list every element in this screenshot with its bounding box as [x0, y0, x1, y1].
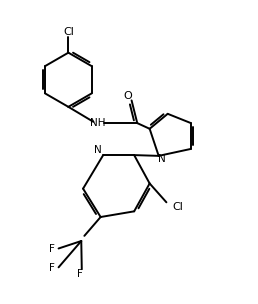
Text: Cl: Cl: [63, 27, 74, 37]
Text: F: F: [50, 263, 55, 273]
Text: NH: NH: [90, 118, 106, 128]
Text: F: F: [77, 269, 83, 279]
Text: O: O: [123, 91, 132, 101]
Text: N: N: [94, 145, 101, 155]
Text: N: N: [158, 154, 166, 164]
Text: Cl: Cl: [173, 202, 184, 212]
Text: F: F: [50, 244, 55, 254]
